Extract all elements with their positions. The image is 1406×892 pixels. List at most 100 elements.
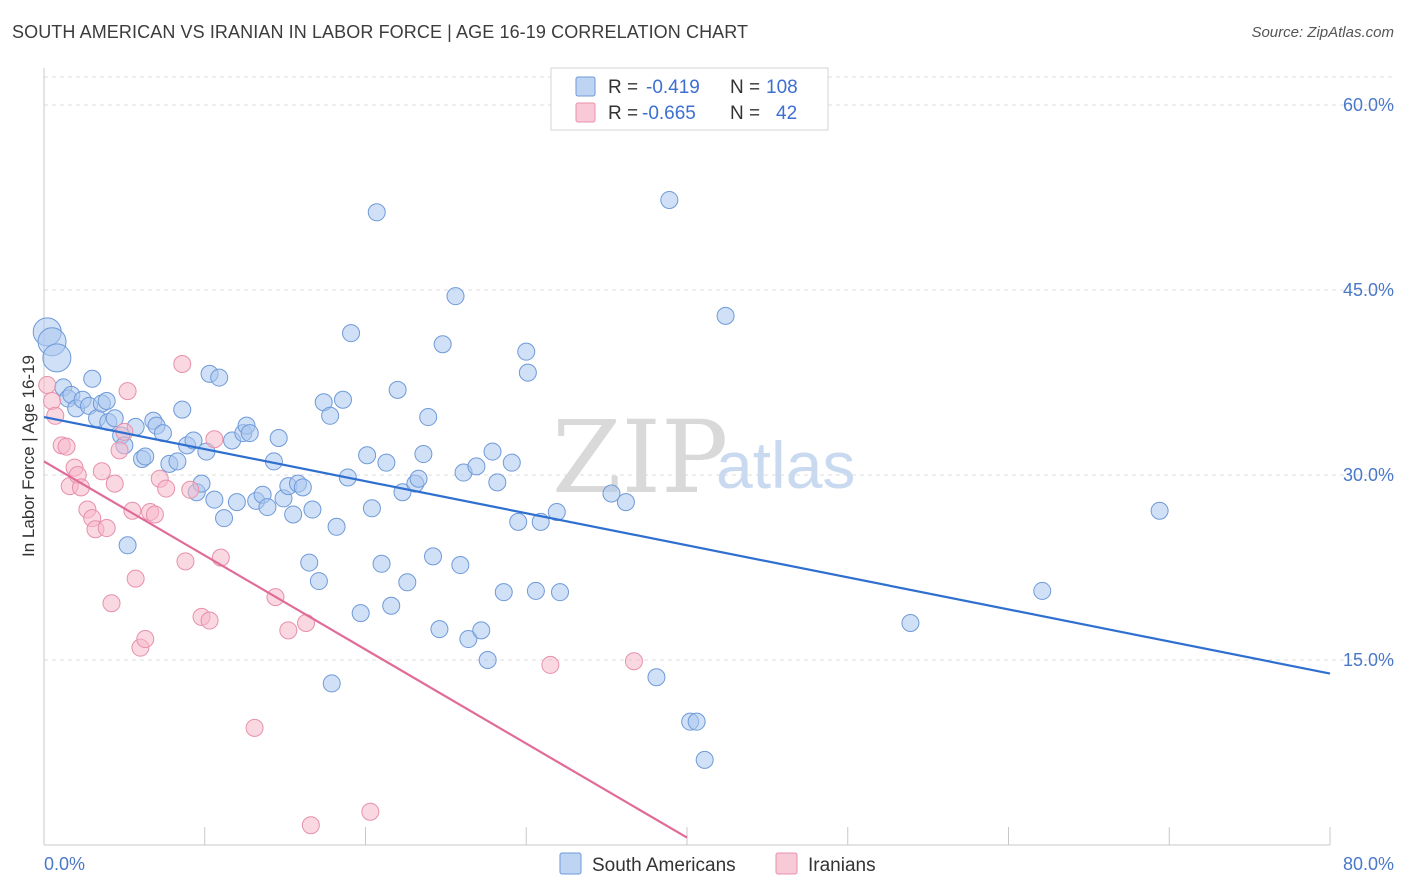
iranian-point [38, 375, 57, 394]
south-american-point [518, 363, 537, 382]
y-tick-labels: 15.0% 30.0% 45.0% 60.0% [1343, 95, 1394, 670]
south-american-point [240, 424, 259, 443]
south-american-point [321, 406, 340, 425]
south-american-point [173, 400, 192, 419]
south-american-point [309, 572, 328, 591]
south-american-point [483, 442, 502, 461]
iranian-point [157, 479, 176, 498]
iranian-point [205, 430, 224, 449]
south-american-point [97, 392, 116, 410]
south-american-point [509, 512, 528, 531]
south-american-point [269, 429, 288, 447]
south-american-point [210, 368, 229, 387]
south-american-point [451, 556, 470, 575]
legend-r-label-1: R = [608, 77, 638, 98]
legend-swatch-iranians [575, 102, 596, 123]
south-american-point [398, 573, 417, 592]
south-american-point [322, 674, 341, 693]
iranian-point [361, 802, 380, 821]
trend-line-iranians [43, 460, 688, 839]
iranian-point [46, 406, 65, 425]
legend-n-label-1: N = [730, 77, 760, 98]
south-american-point [901, 614, 920, 632]
south-american-point [472, 621, 491, 640]
south-american-point [446, 287, 465, 306]
legend-swatch-south-americans [575, 76, 596, 97]
legend-n-value-south-americans: 108 [766, 77, 798, 98]
south-american-point [459, 630, 478, 649]
watermark: ZIP atlas [552, 399, 855, 516]
south-american-point [351, 604, 370, 623]
bottom-legend-swatch-south-americans [559, 852, 582, 875]
watermark-atlas: atlas [716, 428, 855, 502]
iranian-point [126, 569, 145, 588]
scatter-points [32, 190, 1169, 835]
south-american-point [433, 335, 452, 354]
trend-line-south-americans [43, 415, 1331, 675]
y-tick-label: 30.0% [1343, 465, 1394, 485]
south-american-point [409, 469, 428, 488]
south-american-point [660, 190, 679, 209]
south-american-point [42, 343, 72, 373]
south-american-point [419, 408, 438, 427]
iranian-point [541, 655, 560, 674]
south-american-point [502, 453, 521, 472]
south-american-point [430, 620, 449, 639]
south-american-point [526, 581, 545, 600]
y-tick-label: 60.0% [1343, 95, 1394, 115]
south-american-point [358, 446, 377, 465]
grid-lines [44, 76, 1394, 661]
south-american-point [602, 484, 621, 503]
south-american-point [333, 390, 352, 409]
south-american-point [342, 324, 361, 343]
south-american-point [284, 505, 303, 524]
bottom-legend-label-iranians: Iranians [808, 855, 876, 876]
bottom-legend: South Americans Iranians [559, 852, 876, 876]
trend-lines [43, 415, 1331, 839]
south-american-point [547, 503, 566, 521]
south-american-point [118, 536, 137, 555]
series-south-americans-points [32, 190, 1169, 769]
south-american-point [695, 750, 714, 769]
iranian-point [136, 630, 155, 649]
x-tick-label-min: 0.0% [44, 854, 85, 874]
south-american-point [83, 369, 102, 388]
south-american-point [647, 668, 666, 687]
chart-title: SOUTH AMERICAN VS IRANIAN IN LABOR FORCE… [12, 22, 749, 42]
x-tick-label-max: 80.0% [1343, 854, 1394, 874]
south-american-point [467, 457, 486, 476]
south-american-point [687, 712, 706, 731]
south-american-point [1033, 581, 1052, 600]
iranian-point [301, 816, 320, 835]
south-american-point [327, 517, 346, 536]
south-american-point [424, 547, 443, 566]
iranian-point [181, 480, 200, 499]
south-american-point [300, 553, 319, 572]
legend-r-value-south-americans: -0.419 [646, 77, 700, 98]
south-american-point [372, 554, 391, 573]
legend-n-value-iranians: 42 [776, 103, 797, 124]
iranian-point [118, 382, 137, 401]
iranian-point [102, 594, 121, 613]
south-american-point [184, 431, 203, 450]
south-american-point [382, 596, 401, 615]
iranian-point [211, 548, 230, 567]
south-american-point [136, 447, 155, 466]
iranian-point [245, 718, 264, 737]
south-american-point [377, 453, 396, 472]
south-american-point [388, 380, 407, 399]
y-axis-label: In Labor Force | Age 16-19 [19, 355, 38, 557]
south-american-point [105, 409, 124, 428]
x-axis-ticks [43, 827, 1331, 845]
series-iranians-points [38, 355, 643, 835]
south-american-point [367, 203, 386, 222]
iranian-point [97, 519, 116, 538]
iranian-point [145, 505, 164, 524]
iranian-point [624, 652, 643, 671]
south-american-point [303, 500, 322, 519]
iranian-point [279, 621, 298, 640]
iranian-point [200, 611, 219, 630]
bottom-legend-label-south-americans: South Americans [592, 855, 736, 876]
south-american-point [1150, 501, 1169, 520]
